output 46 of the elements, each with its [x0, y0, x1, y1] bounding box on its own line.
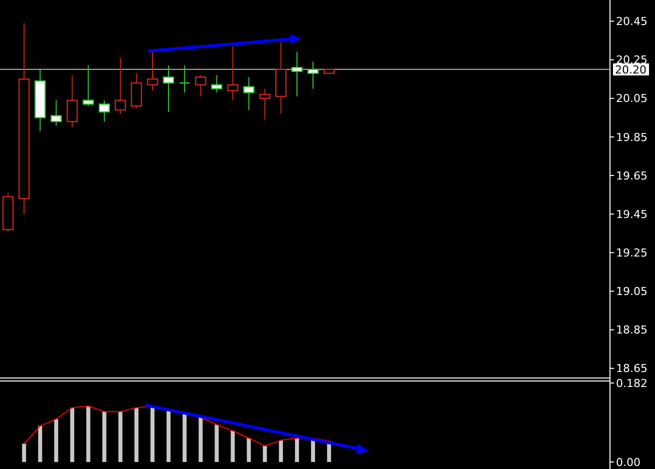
candlestick — [66, 74, 78, 128]
bar — [22, 444, 26, 462]
bar — [278, 440, 283, 462]
bar — [262, 446, 267, 462]
candlestick — [114, 57, 126, 114]
candlestick — [211, 74, 222, 94]
bar — [118, 412, 122, 462]
bar — [182, 413, 187, 462]
candlestick — [291, 52, 303, 97]
bar — [38, 426, 42, 462]
ref-line-label: 20.20 — [615, 63, 646, 76]
y-tick-label: 19.05 — [616, 285, 648, 298]
bar — [214, 424, 219, 462]
bar — [86, 406, 90, 462]
candlestick — [243, 76, 254, 110]
y-tick-label: 19.65 — [616, 169, 648, 182]
y-tick-label: 0.182 — [616, 376, 648, 390]
candlestick — [259, 88, 270, 120]
candlestick — [195, 74, 206, 97]
bar — [54, 419, 58, 462]
bar — [134, 408, 138, 462]
bar — [166, 409, 171, 462]
bar — [70, 408, 74, 462]
bar — [150, 406, 154, 462]
candlestick — [146, 50, 158, 92]
bar — [294, 438, 299, 462]
candlestick — [179, 65, 190, 94]
y-tick-label: 18.65 — [616, 362, 648, 376]
candlestick — [307, 61, 319, 90]
y-tick-label: 20.05 — [616, 92, 648, 106]
candlestick — [82, 65, 94, 107]
y-tick-label: 18.85 — [616, 324, 648, 337]
y-tick-label: 0.00 — [616, 456, 640, 469]
y-tick-label: 20.45 — [616, 15, 648, 28]
candlestick — [162, 65, 174, 112]
candlestick — [98, 100, 110, 122]
candlestick — [50, 100, 62, 126]
bar — [102, 412, 106, 462]
y-tick-label: 19.25 — [616, 246, 648, 260]
candlestick — [130, 72, 142, 108]
y-tick-label: 19.45 — [616, 208, 648, 221]
candlestick — [227, 46, 238, 101]
bar — [198, 417, 203, 462]
bar — [230, 430, 235, 462]
bar — [246, 438, 251, 462]
y-tick-label: 19.85 — [616, 130, 648, 144]
